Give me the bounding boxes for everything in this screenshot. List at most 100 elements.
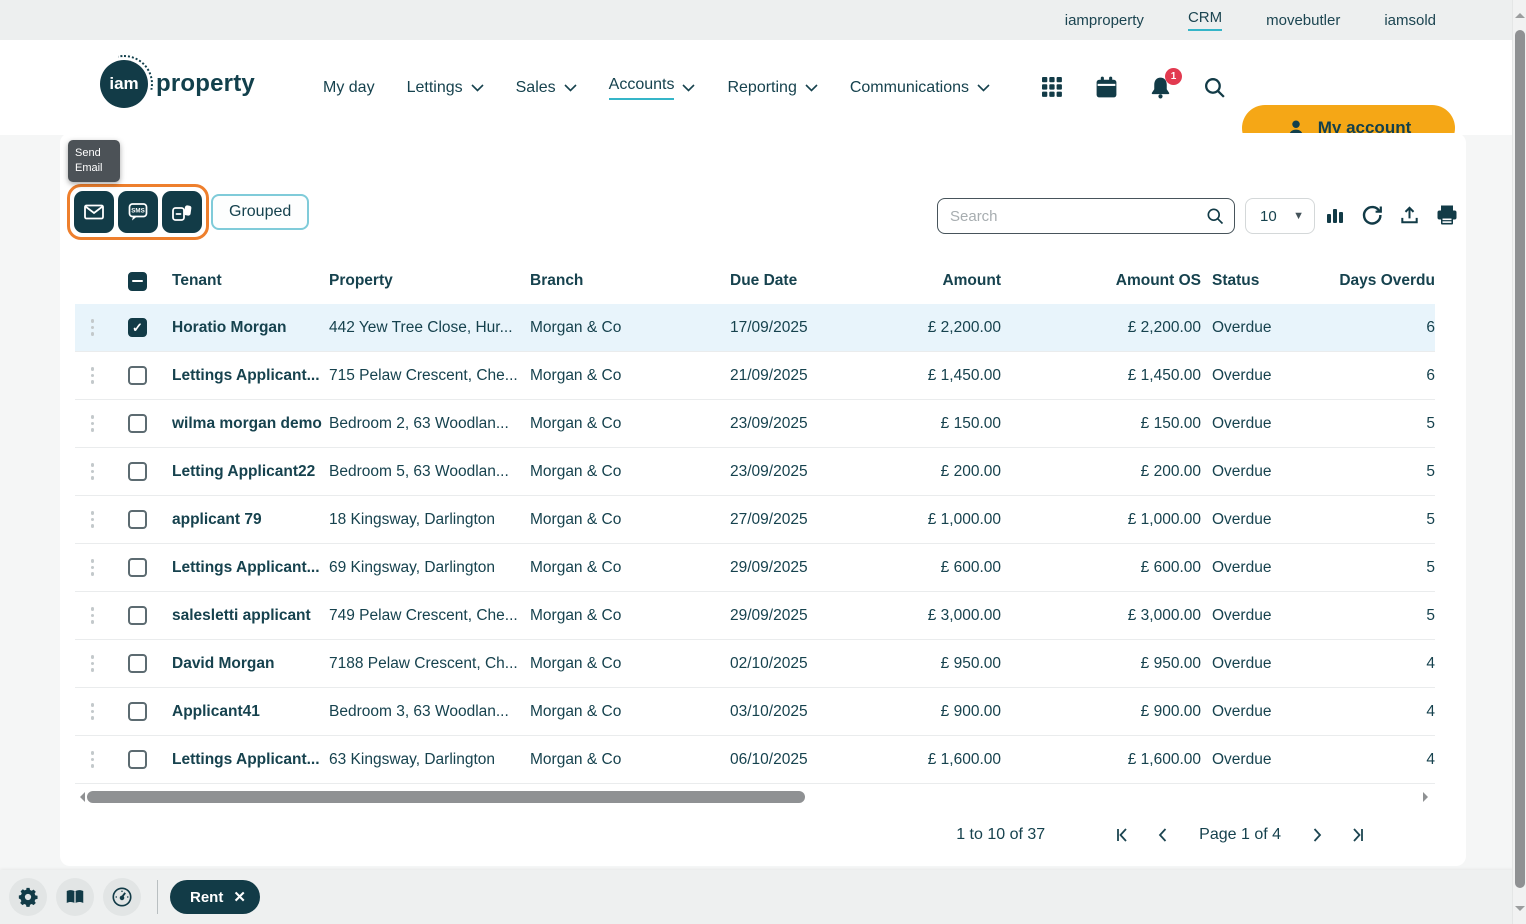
settings-gear-icon[interactable] <box>9 878 47 916</box>
days-overdue-cell: 4 <box>1426 702 1435 720</box>
send-sms-button[interactable]: SMS <box>118 191 158 233</box>
table-row[interactable]: Lettings Applicant... 69 Kingsway, Darli… <box>75 544 1435 592</box>
send-email-button[interactable] <box>74 191 114 233</box>
horizontal-scroll-thumb[interactable] <box>87 791 805 803</box>
nav-sales[interactable]: Sales <box>516 79 577 97</box>
row-menu-kebab-icon[interactable] <box>90 751 95 768</box>
notifications-bell-icon[interactable]: 1 <box>1148 67 1182 101</box>
top-link-movebutler[interactable]: movebutler <box>1266 11 1341 29</box>
top-link-crm[interactable]: CRM <box>1187 9 1223 31</box>
row-menu-kebab-icon[interactable] <box>90 655 95 672</box>
status-cell: Overdue <box>1212 414 1272 432</box>
scroll-left-arrow-icon[interactable] <box>75 792 85 802</box>
col-header-branch[interactable]: Branch <box>530 272 584 289</box>
row-menu-kebab-icon[interactable] <box>90 367 95 384</box>
col-header-days-overdue[interactable]: Days Overdu <box>1339 272 1435 289</box>
row-menu-kebab-icon[interactable] <box>90 607 95 624</box>
search-input[interactable] <box>937 198 1235 234</box>
page-size-select[interactable]: 10 ▼ <box>1245 198 1315 234</box>
refresh-icon[interactable] <box>1360 203 1384 227</box>
logo-word: property <box>156 70 255 97</box>
footer-divider <box>157 880 158 914</box>
amount-os-cell: £ 2,200.00 <box>1127 318 1201 336</box>
row-menu-kebab-icon[interactable] <box>90 559 95 576</box>
col-header-tenant[interactable]: Tenant <box>172 272 222 289</box>
status-cell: Overdue <box>1212 750 1272 768</box>
col-header-amount-os[interactable]: Amount OS <box>1115 272 1201 289</box>
col-header-status[interactable]: Status <box>1212 272 1260 289</box>
row-checkbox[interactable] <box>128 654 147 673</box>
rent-filter-chip[interactable]: Rent ✕ <box>170 880 260 914</box>
branch-cell: Morgan & Co <box>530 606 622 624</box>
table-row[interactable]: Horatio Morgan 442 Yew Tree Close, Hur..… <box>75 304 1435 352</box>
nav-reporting[interactable]: Reporting <box>727 79 818 97</box>
row-checkbox[interactable] <box>128 366 147 385</box>
table-horizontal-scrollbar[interactable] <box>75 790 1435 804</box>
row-checkbox[interactable] <box>128 462 147 481</box>
chart-view-icon[interactable] <box>1324 204 1346 226</box>
page-vertical-scrollbar[interactable] <box>1512 0 1526 924</box>
row-menu-kebab-icon[interactable] <box>90 415 95 432</box>
print-icon[interactable] <box>1435 203 1459 227</box>
col-header-amount[interactable]: Amount <box>942 272 1001 289</box>
table-row[interactable]: Letting Applicant22 Bedroom 5, 63 Woodla… <box>75 448 1435 496</box>
table-row[interactable]: Lettings Applicant... 63 Kingsway, Darli… <box>75 736 1435 784</box>
table-row[interactable]: Lettings Applicant... 715 Pelaw Crescent… <box>75 352 1435 400</box>
apps-grid-icon[interactable] <box>1040 75 1066 101</box>
nav-accounts[interactable]: Accounts <box>608 76 696 100</box>
table-row[interactable]: salesletti applicant 749 Pelaw Crescent,… <box>75 592 1435 640</box>
grouped-toggle-button[interactable]: Grouped <box>211 194 310 230</box>
row-menu-kebab-icon[interactable] <box>90 511 95 528</box>
top-link-iamsold[interactable]: iamsold <box>1384 11 1436 29</box>
branch-cell: Morgan & Co <box>530 366 622 384</box>
amount-os-cell: £ 200.00 <box>1140 462 1201 480</box>
vertical-scroll-thumb[interactable] <box>1515 30 1525 888</box>
branch-cell: Morgan & Co <box>530 750 622 768</box>
row-checkbox[interactable] <box>128 318 147 337</box>
col-header-due-date[interactable]: Due Date <box>730 272 798 289</box>
table-row[interactable]: David Morgan 7188 Pelaw Crescent, Ch... … <box>75 640 1435 688</box>
scroll-right-arrow-icon[interactable] <box>1423 792 1433 802</box>
days-overdue-cell: 4 <box>1426 654 1435 672</box>
select-caret-icon: ▼ <box>1293 210 1304 222</box>
row-checkbox[interactable] <box>128 702 147 721</box>
tenant-cell: David Morgan <box>172 654 275 672</box>
status-cell: Overdue <box>1212 318 1272 336</box>
top-link-iamproperty[interactable]: iamproperty <box>1064 11 1144 29</box>
table-row[interactable]: wilma morgan demo Bedroom 2, 63 Woodlan.… <box>75 400 1435 448</box>
row-checkbox[interactable] <box>128 510 147 529</box>
send-letter-button[interactable] <box>162 191 202 233</box>
export-icon[interactable] <box>1398 204 1421 227</box>
branch-cell: Morgan & Co <box>530 654 622 672</box>
iamproperty-logo[interactable]: iam property <box>100 60 255 108</box>
close-icon[interactable]: ✕ <box>233 889 246 906</box>
row-checkbox[interactable] <box>128 414 147 433</box>
next-page-button[interactable] <box>1303 820 1333 850</box>
amount-cell: £ 600.00 <box>940 558 1001 576</box>
search-submit-icon[interactable] <box>1205 206 1225 226</box>
scroll-up-arrow-icon[interactable] <box>1515 8 1525 18</box>
row-menu-kebab-icon[interactable] <box>90 703 95 720</box>
search-icon[interactable] <box>1202 75 1228 101</box>
table-row[interactable]: applicant 79 18 Kingsway, Darlington Mor… <box>75 496 1435 544</box>
scroll-down-arrow-icon[interactable] <box>1515 906 1525 916</box>
row-checkbox[interactable] <box>128 558 147 577</box>
row-menu-kebab-icon[interactable] <box>90 463 95 480</box>
guide-book-icon[interactable] <box>56 878 94 916</box>
table-row[interactable]: Applicant41 Bedroom 3, 63 Woodlan... Mor… <box>75 688 1435 736</box>
row-checkbox[interactable] <box>128 750 147 769</box>
row-checkbox[interactable] <box>128 606 147 625</box>
nav-my-day[interactable]: My day <box>323 78 375 96</box>
col-header-property[interactable]: Property <box>329 272 393 289</box>
status-cell: Overdue <box>1212 702 1272 720</box>
select-all-checkbox[interactable] <box>128 271 147 291</box>
first-page-button[interactable] <box>1107 820 1137 850</box>
dashboard-gauge-icon[interactable] <box>103 878 141 916</box>
row-menu-kebab-icon[interactable] <box>90 319 95 336</box>
previous-page-button[interactable] <box>1147 820 1177 850</box>
last-page-button[interactable] <box>1343 820 1373 850</box>
calendar-icon[interactable] <box>1094 75 1120 101</box>
nav-communications[interactable]: Communications <box>850 79 990 97</box>
nav-lettings[interactable]: Lettings <box>407 79 484 97</box>
amount-cell: £ 150.00 <box>940 414 1001 432</box>
